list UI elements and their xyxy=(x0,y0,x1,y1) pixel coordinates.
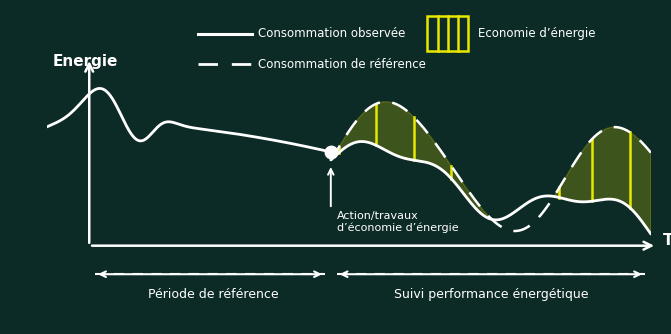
Text: Consommation observée: Consommation observée xyxy=(258,27,406,40)
Bar xyxy=(427,16,468,51)
Text: Période de référence: Période de référence xyxy=(148,289,278,302)
Text: Consommation de référence: Consommation de référence xyxy=(258,58,426,71)
Text: Action/travaux
d’économie d’énergie: Action/travaux d’économie d’énergie xyxy=(337,211,458,233)
Text: Energie: Energie xyxy=(53,54,118,69)
Text: Economie d’énergie: Economie d’énergie xyxy=(478,27,595,40)
Text: Suivi performance énergétique: Suivi performance énergétique xyxy=(394,289,588,302)
Text: Temps: Temps xyxy=(663,233,671,248)
